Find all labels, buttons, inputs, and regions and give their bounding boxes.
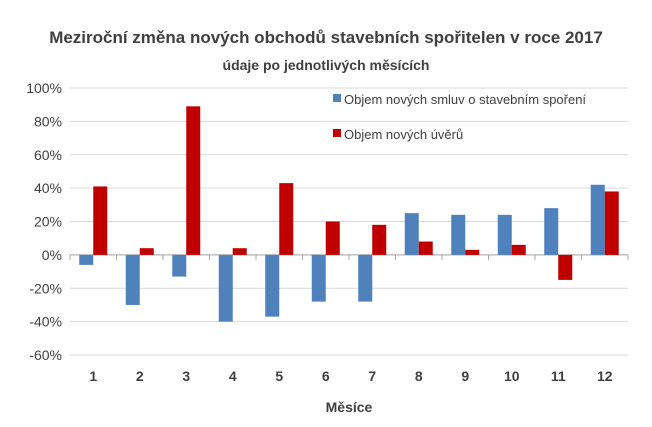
y-tick-label: 80%	[34, 113, 62, 129]
y-tick-label: 20%	[34, 214, 62, 230]
x-tick-label: 6	[322, 368, 330, 384]
bar-series-2-month-4	[232, 248, 247, 255]
bar-series-2-month-2	[139, 248, 154, 255]
bar-series-2-month-10	[511, 244, 526, 255]
y-tick-label: 60%	[34, 147, 62, 163]
bar-series-2-month-6	[325, 221, 340, 255]
bar-series-1-month-6	[311, 254, 326, 302]
x-axis: 1 2 3 4 5 6 7 8 9 10 11 12	[69, 254, 629, 384]
bar-series-1-month-8	[404, 213, 419, 255]
legend: Objem nových smluv o stavebním spoření Ob…	[333, 92, 586, 142]
bar-series-1-month-3	[172, 254, 187, 277]
bar-series-2-month-8	[418, 241, 433, 255]
bar-series-2-month-9	[465, 249, 480, 255]
x-tick-label: 11	[551, 368, 566, 384]
x-tick-label: 3	[182, 368, 190, 384]
chart-subtitle: údaje po jednotlivých měsících	[223, 57, 430, 73]
bar-series-2-month-11	[558, 254, 573, 280]
bar-series-2-month-1	[93, 186, 108, 255]
bar-series-1-month-12	[590, 184, 605, 255]
bar-series-2-month-12	[604, 191, 619, 255]
bar-series-1-month-1	[79, 254, 94, 265]
x-tick-label: 2	[136, 368, 144, 384]
bar-series-1-month-2	[125, 254, 140, 305]
x-tick-label: 9	[461, 368, 469, 384]
x-tick-label: 1	[89, 368, 97, 384]
y-tick-label: -60%	[29, 347, 62, 363]
y-tick-label: 0%	[42, 247, 62, 263]
y-tick-label: -40%	[29, 314, 62, 330]
legend-swatch-1	[333, 94, 341, 102]
bar-series-1-month-11	[544, 208, 559, 255]
bar-series-2-month-7	[372, 224, 387, 255]
y-tick-label: -20%	[29, 280, 62, 296]
bar-series-1-month-9	[451, 214, 466, 255]
bar-series-2-month-3	[186, 106, 201, 255]
x-tick-label: 10	[504, 368, 520, 384]
bars	[79, 106, 619, 322]
y-tick-label: 40%	[34, 180, 62, 196]
legend-swatch-2	[333, 129, 341, 137]
x-axis-title: Měsíce	[326, 399, 373, 415]
x-tick-label: 12	[597, 368, 613, 384]
bar-series-1-month-7	[358, 254, 373, 302]
x-tick-label: 4	[229, 368, 237, 384]
legend-label-1: Objem nových smluv o stavebním spoření	[344, 92, 586, 107]
chart-title: Meziroční změna nových obchodů stavebníc…	[49, 28, 603, 47]
legend-label-2: Objem nových úvěrů	[344, 127, 463, 142]
x-tick-label: 7	[368, 368, 376, 384]
bar-series-2-month-5	[279, 183, 294, 255]
bar-series-1-month-10	[497, 214, 512, 255]
bar-series-1-month-5	[265, 254, 280, 317]
x-tick-label: 8	[415, 368, 423, 384]
x-tick-label: 5	[275, 368, 283, 384]
y-tick-label: 100%	[26, 80, 62, 96]
bar-series-1-month-4	[218, 254, 233, 322]
